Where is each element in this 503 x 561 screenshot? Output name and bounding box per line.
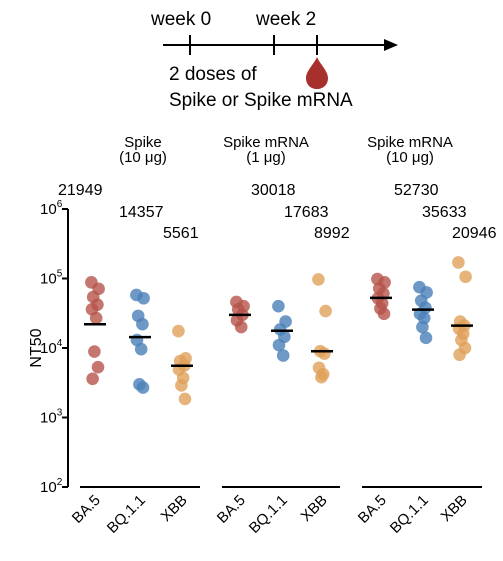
week-0-label: week 0 [150,9,211,30]
category-label: BQ.1.1 [104,492,149,537]
geomean-label: 17683 [284,204,329,221]
panel-group-2: Spike mRNA(1 μg) 30018 BA.5 17683 BQ.1.1 8992… [214,134,350,537]
data-point [86,372,99,386]
data-point [91,360,105,374]
category-label: BQ.1.1 [246,492,291,537]
data-point [88,345,101,358]
data-point [137,291,150,305]
data-point [136,381,150,394]
data-point [136,317,149,331]
data-point [178,392,192,406]
timeline-arrowhead [384,39,398,51]
data-point [89,311,103,325]
category-label: BA.5 [214,492,249,527]
y-axis: 102 103 104 105 106 NT50 [28,199,69,496]
data-point [452,256,465,269]
geomean-label: 52730 [394,182,439,199]
data-point [134,342,148,356]
panel-group-1: Spike(10 μg) 21949 BA.5 14357 BQ.1.1 5561 XBB [58,134,200,537]
category-label: XBB [438,492,471,525]
data-point [272,299,285,313]
data-point [234,320,248,334]
y-tick-label: 102 [40,477,63,496]
category-label: BA.5 [355,492,390,527]
data-point [453,348,466,362]
plot-area: Spike(10 μg)21949BA.514357BQ.1.15561XBBS… [58,134,497,537]
y-ticks: 102 103 104 105 106 [40,199,68,496]
group-title-line1: Spike mRNA [223,134,309,151]
data-point [419,331,433,345]
data-point [377,307,391,321]
geomean-label: 21949 [58,182,103,199]
doses-label-line2: Spike or Spike mRNA [169,90,353,111]
data-point [459,270,472,284]
data-point [276,349,290,362]
data-point [312,273,325,286]
data-point [315,370,328,384]
y-tick-label: 106 [40,199,63,218]
data-point [172,324,185,338]
geomean-label: 35633 [422,204,467,221]
data-point [175,379,188,392]
geomean-label: 30018 [251,182,296,199]
doses-label-line1: 2 doses of [169,64,257,85]
group-title-line2: (1 μg) [246,149,286,166]
week-2-label: week 2 [255,9,316,30]
y-tick-label: 105 [40,269,63,288]
schedule-schematic: week 0 week 2 2 doses of Spike or Spike … [150,9,398,111]
y-tick-label: 104 [40,338,63,357]
group-title-line1: Spike [124,134,162,151]
blood-drop-icon [306,57,328,89]
geomean-label: 20946 [452,225,497,242]
y-tick-label: 103 [40,408,63,427]
geomean-label: 5561 [163,225,199,242]
data-point [319,304,332,318]
category-label: BA.5 [69,492,104,527]
geomean-label: 8992 [314,225,350,242]
category-label: XBB [158,492,191,525]
group-title-line1: Spike mRNA [367,134,453,151]
category-label: XBB [298,492,331,525]
panel-group-3: Spike mRNA(10 μg) 52730 BA.5 35633 BQ.1.1 209… [355,134,497,537]
data-point [272,338,286,352]
data-point [318,347,331,360]
group-title-line2: (10 μg) [386,149,434,166]
category-label: BQ.1.1 [387,492,432,537]
data-point [416,320,429,334]
geomean-label: 14357 [119,204,164,221]
group-title-line2: (10 μg) [119,149,167,166]
y-axis-label: NT50 [28,328,45,367]
